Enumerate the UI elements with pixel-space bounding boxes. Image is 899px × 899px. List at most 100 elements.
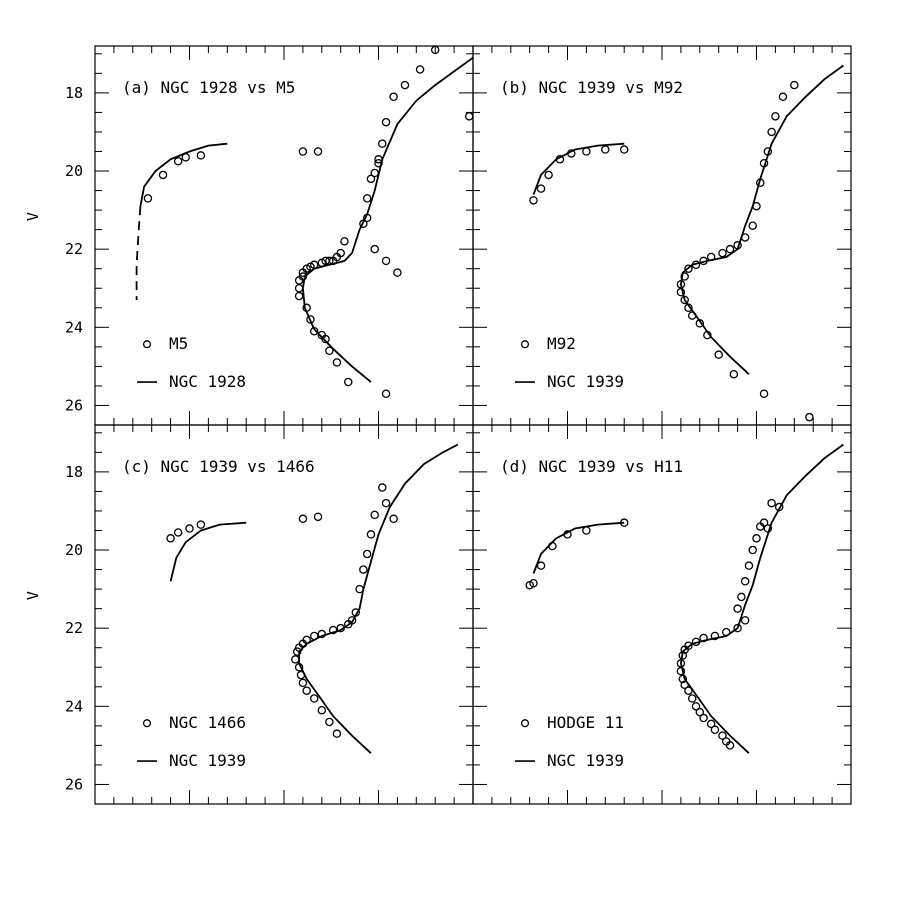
data-point [344, 377, 353, 387]
data-point [415, 65, 425, 74]
y-tick-label: 20 [65, 162, 83, 180]
data-point [298, 272, 308, 281]
data-point [464, 112, 474, 121]
data-point [744, 561, 754, 570]
data-point [691, 702, 701, 711]
data-point [767, 498, 776, 508]
data-point [362, 549, 372, 559]
data-point [714, 350, 723, 359]
data-point [381, 256, 391, 266]
data-point [362, 194, 372, 203]
data-point [173, 157, 183, 166]
data-point [185, 524, 194, 533]
data-point [740, 616, 750, 625]
data-point [166, 534, 175, 543]
isochrone-line [298, 443, 459, 754]
data-point [718, 731, 727, 740]
data-point [381, 498, 391, 508]
data-point [737, 592, 746, 602]
panel-1: 18 20 22 24 26 V (a) NGC 1928 vs M5 M5 NGC 1928 [24, 45, 474, 426]
data-point [370, 244, 379, 254]
data-point [740, 577, 750, 586]
data-point [332, 729, 342, 738]
data-point [389, 92, 398, 102]
panel-frame [472, 424, 852, 805]
panel-title: (c) NGC 1939 vs 1466 [122, 457, 315, 476]
panel-title: (b) NGC 1939 vs M92 [500, 78, 683, 97]
panel-3: 18 20 22 24 26 V (c) NGC 1939 vs 1466 NGC 1466 N… [24, 424, 474, 805]
data-point [309, 694, 319, 703]
legend-label: HODGE 11 [547, 713, 624, 732]
legend-label: NGC 1939 [169, 751, 246, 770]
y-axis-label: V [24, 591, 42, 600]
data-point [544, 170, 553, 180]
data-point [536, 561, 546, 570]
data-point [336, 248, 345, 258]
data-point [340, 237, 349, 246]
y-tick-label: 22 [65, 619, 83, 637]
data-point [298, 147, 308, 156]
isochrone-line [301, 56, 474, 383]
data-point [366, 174, 376, 184]
data-point [529, 196, 538, 205]
isochrone-line [532, 142, 625, 195]
data-point [359, 565, 368, 574]
data-point [676, 287, 686, 297]
data-point [733, 604, 742, 613]
data-point [718, 248, 727, 258]
data-point [196, 151, 206, 160]
data-point [752, 534, 761, 543]
data-point [370, 510, 379, 520]
isochrone-line [169, 521, 247, 582]
data-point [378, 139, 387, 148]
y-tick-label: 20 [65, 541, 83, 559]
panel-data [166, 443, 459, 754]
dashed-isochrone [135, 206, 142, 300]
data-point [393, 268, 402, 277]
data-point [306, 315, 315, 324]
y-tick-label: 24 [65, 318, 83, 336]
legend-marker-points [142, 719, 152, 728]
legend-label: NGC 1939 [547, 372, 624, 391]
data-point [582, 526, 591, 535]
panel-data [135, 45, 474, 398]
legend-label: NGC 1928 [169, 372, 246, 391]
data-point [678, 674, 688, 684]
panel-title: (d) NGC 1939 vs H11 [500, 457, 683, 476]
data-point [400, 80, 410, 90]
data-point [706, 719, 716, 729]
data-point [582, 147, 591, 156]
data-point [313, 512, 323, 522]
data-point [733, 623, 742, 633]
data-point [767, 127, 776, 137]
data-point [759, 389, 769, 398]
data-point [771, 112, 780, 121]
data-point [536, 184, 546, 193]
data-point [325, 717, 334, 727]
data-point [680, 272, 689, 281]
data-point [317, 705, 327, 715]
data-point [381, 117, 391, 127]
data-point [684, 641, 693, 651]
data-point [291, 655, 300, 664]
data-point [710, 631, 720, 641]
data-point [332, 358, 342, 367]
data-point [778, 92, 788, 102]
data-point [695, 707, 705, 717]
y-tick-label: 22 [65, 240, 83, 258]
panel-frame [472, 45, 852, 426]
data-point [292, 647, 302, 656]
y-tick-label: 18 [65, 463, 83, 481]
data-point [748, 221, 757, 230]
data-point [725, 244, 735, 254]
data-point [196, 520, 206, 529]
data-point [381, 389, 391, 398]
panel-title: (a) NGC 1928 vs M5 [122, 78, 295, 97]
data-point [143, 194, 153, 203]
data-point [725, 741, 735, 750]
legend-label: M5 [169, 334, 188, 353]
panel-4: (d) NGC 1939 vs H11 HODGE 11 NGC 1939 [472, 424, 852, 805]
y-tick-label: 26 [65, 775, 83, 793]
data-point [366, 530, 376, 539]
data-point [529, 578, 538, 588]
